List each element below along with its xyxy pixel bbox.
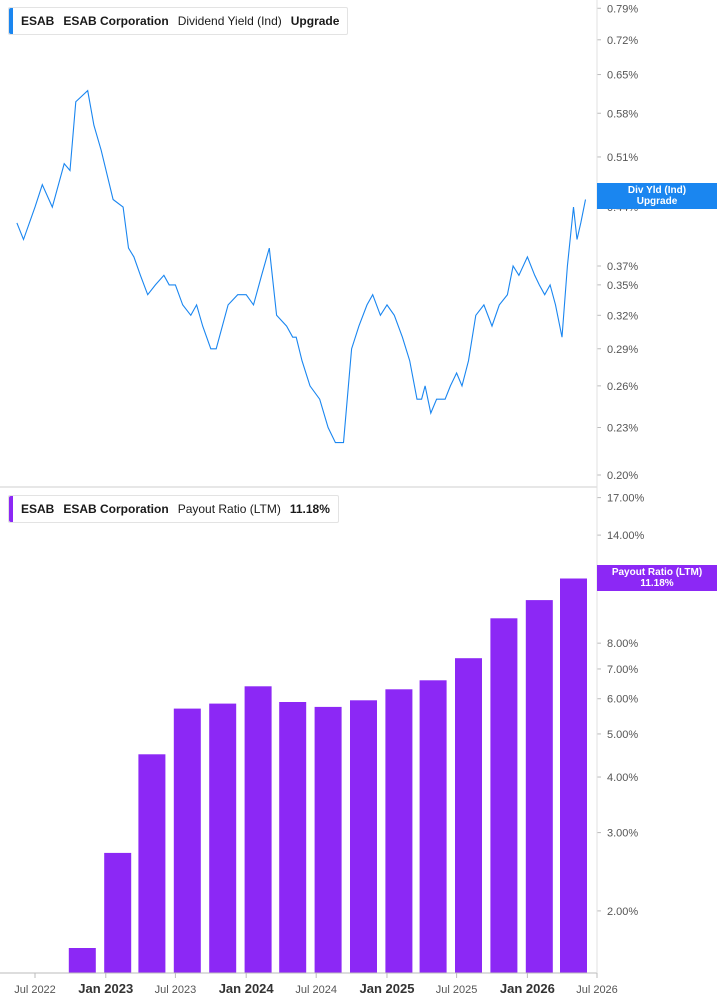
yield-y-tick-label: 0.32%	[607, 310, 638, 322]
payout-y-tick-label: 6.00%	[607, 694, 638, 706]
yield-legend-metric: Dividend Yield (Ind)	[177, 14, 282, 28]
x-tick-label: Jul 2023	[155, 984, 197, 996]
x-tick-label: Jul 2025	[436, 984, 478, 996]
x-tick-label: Jul 2026	[576, 984, 618, 996]
x-tick-label: Jan 2024	[219, 981, 275, 996]
yield-y-tick-label: 0.26%	[607, 381, 638, 393]
yield-y-tick-label: 0.51%	[607, 152, 638, 164]
payout-legend[interactable]: ESAB ESAB Corporation Payout Ratio (LTM)…	[8, 495, 339, 523]
payout-legend-company: ESAB Corporation	[63, 502, 169, 516]
payout-current-tag: Payout Ratio (LTM) 11.18%	[597, 565, 717, 591]
x-tick-label: Jan 2023	[78, 981, 133, 996]
yield-y-tick-label: 0.35%	[607, 280, 638, 292]
payout-bar[interactable]	[104, 852, 132, 973]
yield-legend-company: ESAB Corporation	[63, 14, 169, 28]
payout-bar[interactable]	[490, 618, 518, 973]
payout-y-tick-label: 5.00%	[607, 729, 638, 741]
payout-bars	[68, 578, 587, 974]
payout-bar[interactable]	[419, 680, 447, 973]
x-axis: Jul 2022 Jan 2023 Jul 2023 Jan 2024 Jul 2024…	[14, 973, 618, 996]
payout-legend-ticker: ESAB	[21, 502, 55, 516]
payout-bar[interactable]	[314, 706, 342, 973]
x-tick-label: Jan 2025	[360, 981, 415, 996]
yield-y-tick-label: 0.58%	[607, 108, 638, 120]
payout-legend-swatch	[9, 496, 13, 522]
payout-bar[interactable]	[455, 658, 482, 973]
yield-y-tick-label: 0.37%	[607, 261, 638, 273]
payout-tag-value: 11.18%	[640, 578, 674, 589]
payout-y-tick-label: 7.00%	[607, 664, 638, 676]
yield-tag-value: Upgrade	[636, 196, 678, 207]
x-tick-label: Jul 2024	[295, 984, 337, 996]
yield-y-tick-label: 0.20%	[607, 470, 638, 482]
yield-legend[interactable]: ESAB ESAB Corporation Dividend Yield (In…	[8, 7, 349, 35]
payout-bar[interactable]	[525, 600, 553, 973]
payout-bar[interactable]	[138, 754, 166, 973]
yield-y-axis: 0.79%0.72%0.65%0.58%0.51%0.44%0.37%0.35%…	[597, 3, 638, 482]
payout-y-tick-label: 3.00%	[607, 828, 638, 840]
yield-y-tick-label: 0.29%	[607, 344, 638, 356]
x-tick-label: Jul 2022	[14, 984, 56, 996]
payout-bar[interactable]	[279, 702, 307, 973]
payout-bar[interactable]	[209, 703, 237, 973]
payout-legend-metric: Payout Ratio (LTM)	[177, 502, 281, 516]
payout-bar[interactable]	[560, 578, 587, 974]
payout-tag-name: Payout Ratio (LTM)	[611, 567, 703, 578]
payout-y-tick-label: 8.00%	[607, 638, 638, 650]
yield-legend-value[interactable]: Upgrade	[290, 14, 340, 28]
payout-bar[interactable]	[68, 948, 96, 973]
payout-y-tick-label: 14.00%	[607, 530, 645, 542]
payout-y-tick-label: 2.00%	[607, 906, 638, 918]
payout-bar[interactable]	[350, 700, 377, 973]
payout-bar[interactable]	[385, 689, 413, 973]
yield-y-tick-label: 0.23%	[607, 423, 638, 435]
payout-y-tick-label: 4.00%	[607, 772, 638, 784]
dividend-yield-line	[16, 89, 587, 444]
payout-y-axis: 17.00%14.00%11.00%8.00%7.00%6.00%5.00%4.…	[597, 493, 645, 918]
payout-bar[interactable]	[244, 686, 272, 973]
yield-tag-name: Div Yld (Ind)	[627, 185, 687, 196]
yield-legend-ticker: ESAB	[21, 14, 55, 28]
payout-legend-value: 11.18%	[289, 502, 330, 516]
yield-y-tick-label: 0.79%	[607, 3, 638, 15]
x-tick-label: Jan 2026	[500, 981, 555, 996]
yield-current-tag[interactable]: Div Yld (Ind) Upgrade	[597, 183, 717, 209]
yield-y-tick-label: 0.72%	[607, 35, 638, 47]
yield-legend-swatch	[9, 8, 13, 34]
payout-y-tick-label: 17.00%	[607, 493, 645, 505]
payout-bar[interactable]	[173, 708, 201, 973]
yield-y-tick-label: 0.65%	[607, 70, 638, 82]
